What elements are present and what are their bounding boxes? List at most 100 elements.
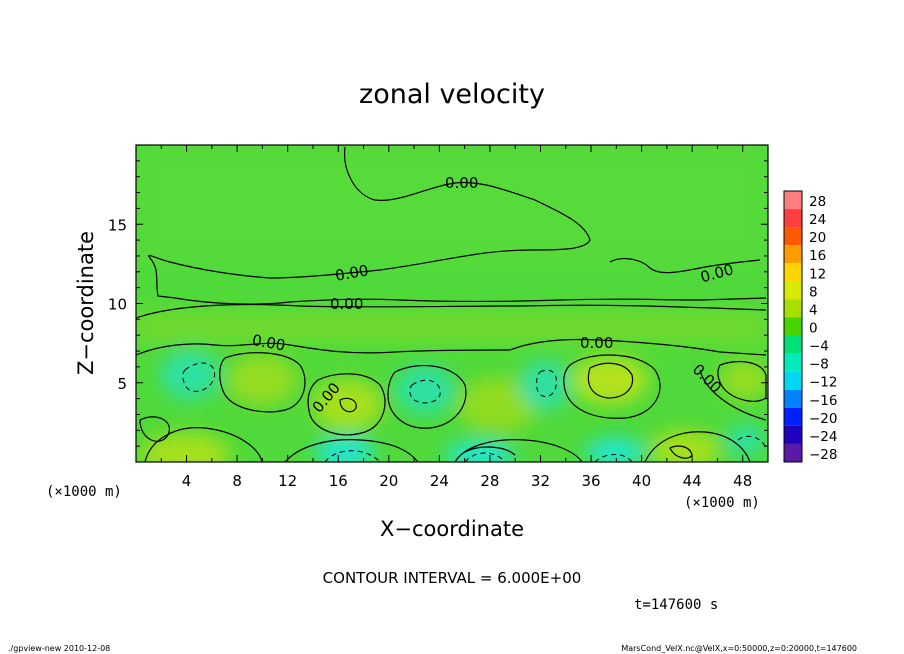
contour-line	[464, 446, 516, 456]
negative-contours	[182, 362, 767, 462]
x-tick-label: 8	[232, 472, 242, 490]
positive-cell	[313, 380, 383, 430]
colorbar-label: 0	[809, 321, 818, 337]
contour-label: 0.00	[251, 331, 287, 355]
negative-cell	[160, 350, 220, 400]
chart-title: zonal velocity	[359, 79, 545, 110]
time-label: t=147600 s	[634, 597, 718, 613]
x-axis: 4 8 12 16 20 24 28 32 36 40 44 48	[135, 145, 769, 490]
contour-line	[609, 258, 761, 274]
colorbar-swatch	[784, 209, 802, 228]
negative-cell	[725, 424, 765, 456]
colorbar-label: 20	[809, 230, 826, 246]
negative-cell	[445, 441, 515, 462]
colorbar: 28 24 20 16 12 8 4 0 −4 −8 −12 −16 −20 −24 −28	[783, 190, 838, 463]
contour-line	[717, 361, 767, 402]
field-upper-region	[136, 145, 768, 265]
colorbar-label: −16	[809, 393, 838, 409]
colorbar-label: 12	[809, 266, 826, 282]
colorbar-swatch	[784, 227, 802, 246]
contour-line	[563, 354, 661, 419]
field-mid-band	[136, 312, 768, 342]
contour-line	[454, 439, 583, 462]
colorbar-swatch	[784, 371, 802, 390]
positive-cell	[227, 355, 297, 405]
x-tick-label: 48	[733, 472, 752, 490]
heatmap-field: 0.00 0.00 0.00 0.00 0.00 0.00 0.00 0.00	[136, 145, 768, 462]
negative-cell	[520, 360, 570, 410]
colorbar-swatch	[784, 335, 802, 354]
colorbar-label: −28	[809, 447, 838, 463]
colorbar-swatch	[784, 425, 802, 444]
x-tick-label: 32	[531, 472, 550, 490]
y-axis-label: Z−coordinate	[74, 231, 98, 375]
negative-cell	[395, 365, 455, 415]
contour-interval: CONTOUR INTERVAL = 6.000E+00	[323, 569, 582, 587]
contour-line	[307, 373, 386, 436]
y-axis: 5 10 15	[108, 144, 768, 463]
contour-line	[136, 303, 767, 319]
contour-line	[136, 338, 767, 356]
contour-line	[339, 397, 357, 413]
x-tick-label: 44	[683, 472, 702, 490]
colorbar-label: −8	[809, 357, 829, 373]
contour-line	[219, 352, 306, 413]
colorbar-frame	[783, 190, 803, 463]
colorbar-label: −4	[809, 339, 829, 355]
colorbar-swatch	[784, 389, 802, 408]
contour-line	[387, 365, 467, 429]
x-tick-label: 40	[632, 472, 651, 490]
colorbar-label: 8	[809, 284, 818, 300]
contour-label: 0.00	[580, 334, 613, 352]
negative-contour	[737, 435, 767, 449]
colorbar-swatch	[784, 317, 802, 336]
contour-line	[144, 427, 263, 462]
contour-line	[644, 431, 751, 462]
contour-line	[148, 146, 767, 305]
x-tick-label: 28	[480, 472, 499, 490]
footer-left: ./gpview-new 2010-12-08	[8, 644, 110, 653]
positive-cell	[458, 377, 538, 433]
x-tick-label: 36	[581, 472, 600, 490]
x-tick-label: 16	[329, 472, 348, 490]
contour-lines	[136, 146, 767, 462]
negative-contour	[536, 369, 557, 397]
y-tick-label: 10	[108, 296, 127, 314]
colorbar-label: −20	[809, 411, 838, 427]
colorbar-label: −12	[809, 375, 838, 391]
colorbar-label: 16	[809, 248, 826, 264]
x-tick-label: 12	[278, 472, 297, 490]
colorbar-label: 28	[809, 194, 826, 210]
colorbar-label: −24	[809, 429, 838, 445]
colorbar-swatch	[784, 245, 802, 264]
y-tick-label: 5	[117, 375, 127, 393]
positive-cell	[650, 430, 720, 462]
colorbar-swatch	[784, 443, 802, 462]
contour-line	[284, 439, 419, 462]
footer-right: MarsCond_VelX.nc@VelX,x=0:50000,z=0:2000…	[621, 644, 857, 653]
x-axis-label: X−coordinate	[380, 517, 524, 541]
positive-cell	[720, 360, 768, 400]
negative-contour	[594, 454, 633, 462]
colorbar-swatch	[784, 299, 802, 318]
negative-cell	[585, 438, 645, 462]
negative-contour	[409, 379, 441, 404]
colorbar-swatch	[784, 281, 802, 300]
x-tick-label: 24	[430, 472, 449, 490]
x-tick-label: 4	[182, 472, 192, 490]
x-unit-label-left: (×1000 m)	[46, 484, 122, 500]
colorbar-label: 4	[809, 302, 818, 318]
contour-label: 0.00	[334, 261, 370, 285]
colorbar-swatch	[784, 353, 802, 372]
positive-cell	[140, 433, 230, 462]
negative-cell	[315, 436, 375, 462]
x-unit-label-right: (×1000 m)	[684, 495, 760, 511]
colorbar-swatch	[784, 191, 802, 210]
colorbar-swatch	[784, 263, 802, 282]
contour-line	[587, 362, 634, 399]
contour-line	[699, 369, 767, 421]
contour-label: 0.00	[330, 295, 363, 313]
negative-contour	[464, 452, 506, 462]
colorbar-swatch	[784, 407, 802, 426]
